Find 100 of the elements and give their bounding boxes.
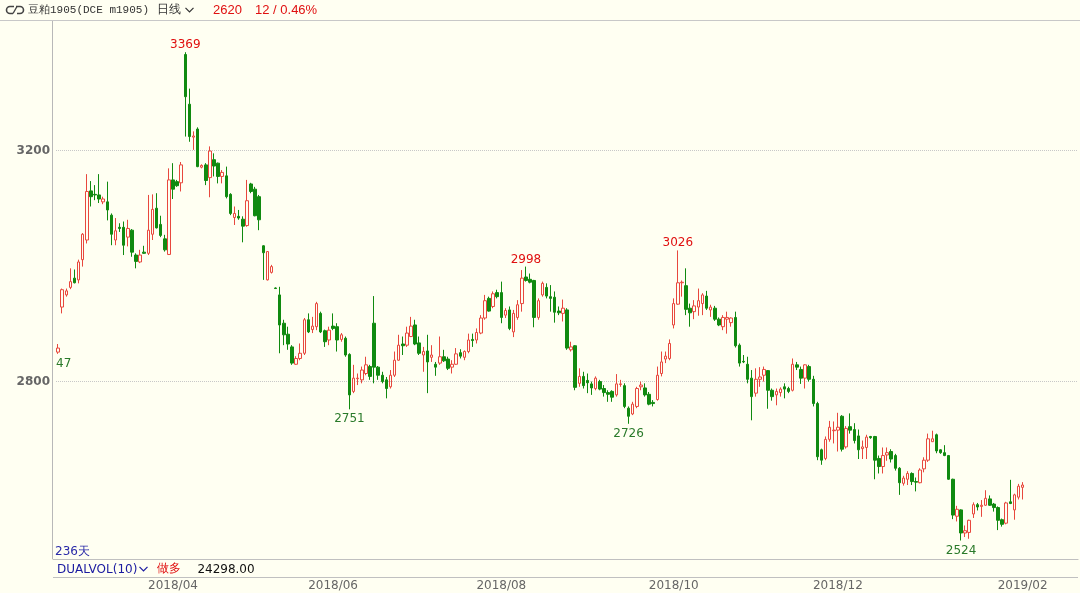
annotation: 2726 [613, 425, 644, 440]
candlestick [126, 219, 130, 247]
candlestick [147, 194, 150, 256]
candlestick [881, 446, 885, 474]
candlestick [196, 126, 199, 168]
candlestick [705, 290, 708, 311]
candlestick [766, 369, 770, 410]
candlestick [610, 389, 614, 403]
candlestick [799, 366, 803, 385]
candlestick [163, 234, 167, 253]
candlestick [996, 505, 1000, 531]
candlestick [578, 367, 581, 388]
candlestick [537, 297, 540, 321]
candlestick [565, 307, 569, 351]
candlestick [721, 314, 725, 331]
annotation: 3369 [170, 37, 201, 52]
candlestick [963, 524, 967, 538]
candlestick [906, 470, 909, 486]
annotation: 2751 [334, 411, 365, 426]
candlestick [1004, 501, 1008, 525]
candlestick [586, 373, 589, 394]
candlestick [955, 505, 959, 522]
candlestick [385, 376, 388, 399]
candlestick [865, 434, 868, 460]
candlestick [836, 412, 840, 453]
candlestick [573, 344, 577, 391]
candlestick [873, 435, 877, 480]
x-tick-label: 2019/02 [997, 578, 1048, 592]
candlestick [783, 382, 786, 399]
candlestick [426, 334, 429, 394]
candlestick [73, 268, 76, 284]
annotation: 2998 [510, 251, 542, 266]
x-tick-label: 2018/04 [148, 578, 198, 592]
candlestick [524, 266, 528, 283]
candlestick [656, 366, 659, 402]
y-tick-label: 3200 [16, 142, 50, 157]
candlestick [561, 299, 565, 322]
candlestick [615, 373, 618, 398]
candlestick [627, 405, 630, 425]
candlestick [1021, 481, 1024, 500]
candlestick [208, 145, 212, 198]
annotation: 236天 [55, 544, 90, 558]
candlestick [787, 386, 790, 394]
chart-subtitle: 日线 [157, 2, 181, 17]
candlestick [520, 269, 524, 313]
candlestick [844, 425, 848, 450]
candlestick [594, 375, 597, 391]
candlestick [327, 326, 331, 346]
candlestick [372, 295, 376, 384]
text: 24298.00 [197, 561, 255, 576]
candlestick [97, 173, 101, 204]
candlestick [237, 209, 240, 221]
candlestick [138, 249, 142, 264]
candlestick [508, 305, 511, 331]
x-tick-label: 2018/06 [308, 578, 358, 592]
candlestick [972, 501, 975, 519]
candlestick [130, 228, 134, 258]
candlestick [606, 389, 610, 403]
candlestick [791, 357, 794, 392]
candlestick [60, 288, 64, 314]
candlestick [106, 181, 109, 221]
annotation: 2524 [945, 542, 977, 557]
candlestick [266, 250, 269, 281]
candlestick [220, 169, 224, 184]
candlestick [101, 196, 105, 205]
candlestick [340, 332, 343, 343]
candlestick [184, 51, 187, 138]
candlestick [114, 217, 117, 246]
candlestick [171, 162, 175, 200]
candlestick [200, 163, 203, 169]
candlestick [245, 179, 249, 228]
candlestick [122, 221, 125, 256]
candlestick [422, 346, 425, 373]
candlestick [233, 206, 236, 226]
annotation: 3026 [662, 235, 694, 250]
candlestick [167, 167, 171, 256]
candlestick [290, 344, 294, 366]
text: 2620 [213, 2, 242, 17]
candlestick [274, 286, 277, 290]
candlestick [89, 180, 93, 207]
candlestick [590, 381, 593, 396]
x-tick-label: 2018/12 [812, 578, 863, 592]
x-tick-label: 2018/08 [476, 578, 527, 592]
x-tick-label: 2018/10 [648, 578, 699, 592]
candlestick [762, 366, 766, 383]
candlestick [315, 301, 318, 331]
candlestick [438, 336, 442, 366]
candlestick [541, 281, 544, 298]
candlestick [434, 361, 437, 377]
candlestick [602, 384, 606, 398]
candlestick [725, 311, 729, 335]
text: DUALVOL(10) [57, 561, 138, 576]
candlestick [192, 130, 195, 151]
candlestick [110, 212, 113, 246]
candlestick [459, 348, 462, 359]
candlestick [307, 312, 310, 334]
candlestick [623, 382, 626, 409]
candlestick [935, 433, 938, 454]
candlestick [902, 475, 905, 487]
candlestick [142, 245, 146, 255]
